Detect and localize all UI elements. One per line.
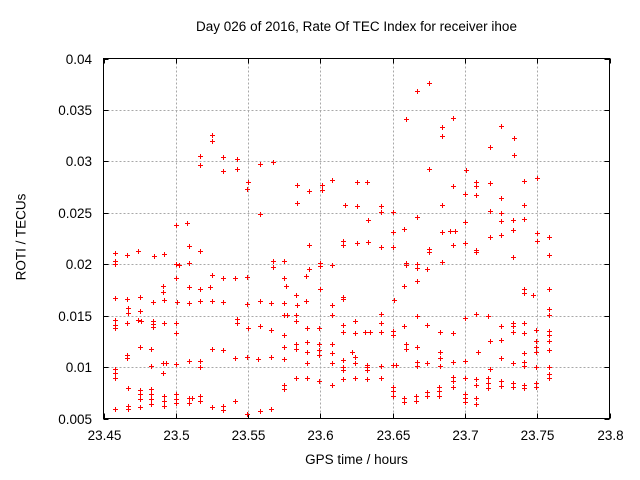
y-tick-label: 0.015 bbox=[58, 309, 92, 324]
plot-border bbox=[103, 58, 610, 419]
x-tick-label: 23.7 bbox=[452, 428, 478, 443]
y-tick-label: 0.025 bbox=[58, 206, 92, 221]
x-tick-label: 23.45 bbox=[88, 428, 122, 443]
y-tick-label: 0.01 bbox=[66, 360, 92, 375]
x-tick-label: 23.55 bbox=[232, 428, 266, 443]
data-point-markers bbox=[113, 81, 552, 417]
y-tick-label: 0.04 bbox=[66, 52, 93, 67]
x-axis-label: GPS time / hours bbox=[305, 452, 408, 467]
y-tick-label: 0.035 bbox=[58, 103, 92, 118]
y-tick-label: 0.02 bbox=[66, 257, 92, 272]
x-tick-label: 23.5 bbox=[163, 428, 189, 443]
x-tick-label: 23.6 bbox=[307, 428, 333, 443]
x-tick-label: 23.8 bbox=[597, 428, 623, 443]
y-tick-label: 0.03 bbox=[66, 154, 92, 169]
y-tick-label: 0.005 bbox=[58, 412, 92, 427]
chart-title: Day 026 of 2016, Rate Of TEC Index for r… bbox=[196, 19, 517, 34]
x-tick-label: 23.65 bbox=[377, 428, 411, 443]
x-tick-label: 23.75 bbox=[521, 428, 555, 443]
